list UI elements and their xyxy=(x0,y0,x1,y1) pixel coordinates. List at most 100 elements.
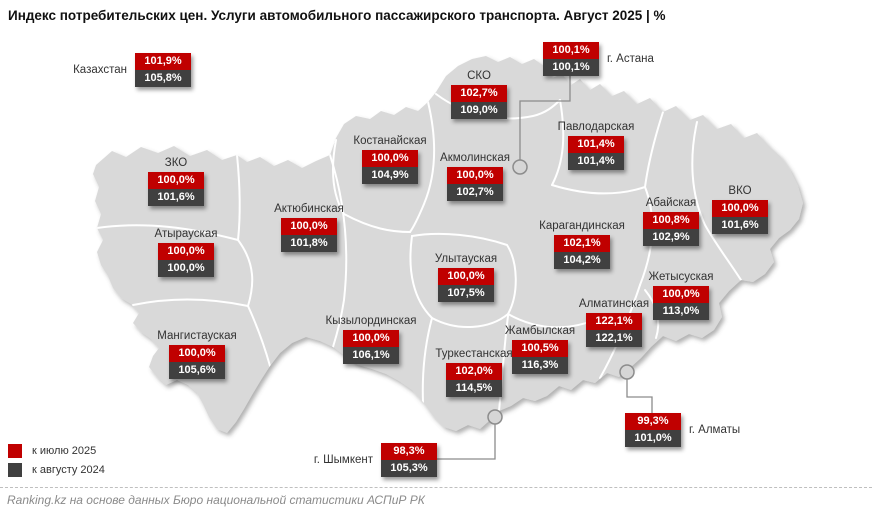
value-to-july-2025: 100,0% xyxy=(343,330,399,347)
legend: к июлю 2025 к августу 2024 xyxy=(8,444,105,482)
region-name: Мангистауская xyxy=(157,330,237,342)
region-badge: 102,1% 104,2% xyxy=(554,235,610,269)
value-to-august-2024: 101,0% xyxy=(625,430,681,447)
region-name: Улытауская xyxy=(434,253,498,265)
region-badge: 102,7% 109,0% xyxy=(451,85,507,119)
value-to-august-2024: 114,5% xyxy=(446,380,502,397)
city-marker-astana xyxy=(512,159,528,175)
divider-line xyxy=(0,487,872,488)
legend-label: к августу 2024 xyxy=(32,464,105,476)
legend-item-july: к июлю 2025 xyxy=(8,444,105,458)
region-badge: 100,5% 116,3% xyxy=(512,340,568,374)
region-name: ВКО xyxy=(728,185,752,197)
region-name: Актюбинская xyxy=(274,203,344,215)
legend-swatch-red xyxy=(8,444,22,458)
region-pavlodar: Павлодарская 101,4% 101,4% xyxy=(558,121,634,170)
region-name: Карагандинская xyxy=(539,220,625,232)
region-badge: 99,3% 101,0% xyxy=(625,413,681,447)
region-vko: ВКО 100,0% 101,6% xyxy=(712,185,768,234)
value-to-august-2024: 101,6% xyxy=(712,217,768,234)
legend-item-august: к августу 2024 xyxy=(8,463,105,477)
region-name: Алматинская xyxy=(578,298,650,310)
region-kostanay: Костанайская 100,0% 104,9% xyxy=(353,135,427,184)
region-kazakhstan: Казахстан 101,9% 105,8% xyxy=(73,53,191,87)
region-name: Павлодарская xyxy=(557,121,635,133)
city-marker-almaty xyxy=(619,364,635,380)
leader-line-shymkent xyxy=(437,424,496,460)
region-sko: СКО 102,7% 109,0% xyxy=(451,70,507,119)
region-badge: 100,0% 102,7% xyxy=(447,167,503,201)
value-to-august-2024: 122,1% xyxy=(586,330,642,347)
region-badge: 101,4% 101,4% xyxy=(568,136,624,170)
region-name: Казахстан xyxy=(73,64,127,76)
region-name: Кызылординская xyxy=(325,315,417,327)
value-to-august-2024: 113,0% xyxy=(653,303,709,320)
city-marker-shymkent xyxy=(487,409,503,425)
region-badge: 100,0% 107,5% xyxy=(438,268,494,302)
region-badge: 100,0% 113,0% xyxy=(653,286,709,320)
value-to-july-2025: 100,5% xyxy=(512,340,568,357)
region-badge: 101,9% 105,8% xyxy=(135,53,191,87)
value-to-august-2024: 104,9% xyxy=(362,167,418,184)
source-note: Ranking.kz на основе данных Бюро национа… xyxy=(7,493,425,507)
region-name: г. Астана xyxy=(607,53,654,65)
region-name: г. Алматы xyxy=(689,424,741,436)
value-to-august-2024: 102,7% xyxy=(447,184,503,201)
value-to-july-2025: 102,7% xyxy=(451,85,507,102)
value-to-july-2025: 100,0% xyxy=(362,150,418,167)
value-to-august-2024: 116,3% xyxy=(512,357,568,374)
region-badge: 102,0% 114,5% xyxy=(446,363,502,397)
value-to-july-2025: 100,0% xyxy=(158,243,214,260)
region-name: Абайская xyxy=(645,197,697,209)
region-badge: 100,0% 101,6% xyxy=(712,200,768,234)
region-zhetysu: Жетысуская 100,0% 113,0% xyxy=(648,271,714,320)
value-to-august-2024: 105,8% xyxy=(135,70,191,87)
region-badge: 100,0% 100,0% xyxy=(158,243,214,277)
value-to-august-2024: 101,8% xyxy=(281,235,337,252)
region-name: СКО xyxy=(467,70,491,82)
region-kyzylorda: Кызылординская 100,0% 106,1% xyxy=(325,315,417,364)
value-to-august-2024: 106,1% xyxy=(343,347,399,364)
value-to-july-2025: 122,1% xyxy=(586,313,642,330)
region-atyrau: Атырауская 100,0% 100,0% xyxy=(155,228,217,277)
value-to-july-2025: 100,0% xyxy=(169,345,225,362)
region-shymkent-city: г. Шымкент 98,3% 105,3% xyxy=(314,443,437,477)
region-badge: 100,0% 104,9% xyxy=(362,150,418,184)
value-to-july-2025: 100,8% xyxy=(643,212,699,229)
value-to-july-2025: 100,0% xyxy=(148,172,204,189)
value-to-july-2025: 101,4% xyxy=(568,136,624,153)
value-to-august-2024: 107,5% xyxy=(438,285,494,302)
region-almaty-city: г. Алматы 99,3% 101,0% xyxy=(625,413,740,447)
value-to-july-2025: 100,0% xyxy=(712,200,768,217)
region-badge: 100,0% 101,6% xyxy=(148,172,204,206)
region-badge: 100,0% 105,6% xyxy=(169,345,225,379)
region-badge: 98,3% 105,3% xyxy=(381,443,437,477)
region-karaganda: Карагандинская 102,1% 104,2% xyxy=(539,220,625,269)
value-to-july-2025: 102,1% xyxy=(554,235,610,252)
region-aktobe: Актюбинская 100,0% 101,8% xyxy=(274,203,344,252)
region-name: г. Шымкент xyxy=(313,454,373,466)
value-to-august-2024: 101,4% xyxy=(568,153,624,170)
value-to-july-2025: 100,1% xyxy=(543,42,599,59)
leader-line-astana xyxy=(519,76,571,160)
value-to-july-2025: 98,3% xyxy=(381,443,437,460)
region-akmola: Акмолинская 100,0% 102,7% xyxy=(440,152,510,201)
region-name: Жамбылская xyxy=(504,325,576,337)
region-mangystau: Мангистауская 100,0% 105,6% xyxy=(157,330,237,379)
value-to-august-2024: 105,6% xyxy=(169,362,225,379)
value-to-july-2025: 100,0% xyxy=(653,286,709,303)
leader-line-almaty xyxy=(626,379,653,413)
value-to-august-2024: 101,6% xyxy=(148,189,204,206)
value-to-july-2025: 100,0% xyxy=(438,268,494,285)
region-name: Туркестанская xyxy=(435,348,513,360)
region-badge: 100,1% 100,1% xyxy=(543,42,599,76)
value-to-july-2025: 100,0% xyxy=(281,218,337,235)
value-to-august-2024: 104,2% xyxy=(554,252,610,269)
region-almaty-region: Алматинская 122,1% 122,1% xyxy=(579,298,649,347)
region-badge: 100,0% 106,1% xyxy=(343,330,399,364)
value-to-july-2025: 100,0% xyxy=(447,167,503,184)
value-to-august-2024: 105,3% xyxy=(381,460,437,477)
region-name: Акмолинская xyxy=(440,152,510,164)
